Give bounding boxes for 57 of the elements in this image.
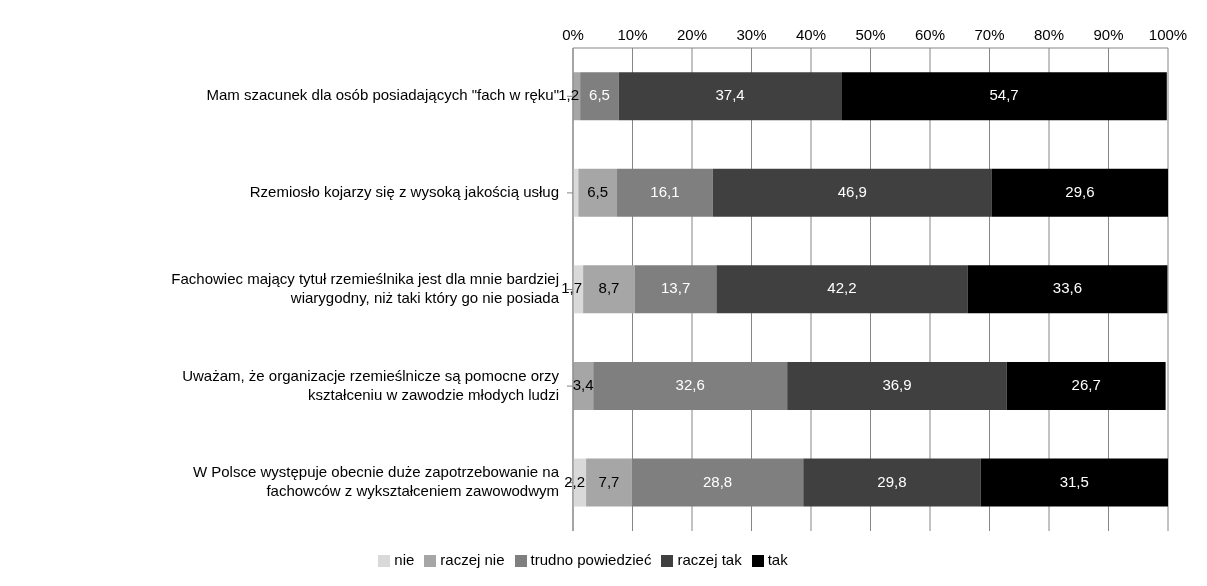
bar bbox=[991, 168, 1168, 217]
bar bbox=[712, 168, 992, 217]
bar bbox=[980, 458, 1168, 507]
data-label: 37,4 bbox=[715, 86, 745, 104]
data-label: 29,8 bbox=[877, 472, 907, 490]
legend-label: trudno powiedzieć bbox=[530, 551, 652, 568]
bar bbox=[578, 168, 618, 217]
legend-label: raczej nie bbox=[440, 551, 505, 568]
data-label: 8,7 bbox=[598, 279, 620, 297]
data-label: 26,7 bbox=[1071, 375, 1101, 393]
y-tick-label: W Polsce występuje obecnie duże zapotrzebowanie na fachowców z wykształceniem zawowodwym bbox=[192, 463, 560, 500]
bar bbox=[618, 72, 842, 121]
x-tick-label: 0% bbox=[562, 26, 584, 43]
data-label: 54,7 bbox=[989, 86, 1019, 104]
bar bbox=[586, 458, 632, 507]
data-label: 28,8 bbox=[702, 472, 733, 490]
data-label: 3,4 bbox=[572, 375, 594, 393]
legend-label: tak bbox=[767, 551, 788, 568]
y-tick-label: Fachowiec mający tytuł rzemieślnika jest dla mnie bardziej wiarygodny, niż taki który go nie posiada bbox=[171, 269, 560, 306]
data-label: 33,6 bbox=[1052, 279, 1083, 297]
x-tick-label: 90% bbox=[1093, 26, 1124, 43]
x-tick-label: 80% bbox=[1033, 26, 1065, 43]
data-label: 1,7 bbox=[561, 279, 583, 297]
bar bbox=[841, 72, 1167, 121]
y-tick-label: Uważam, że organizacje rzemieślnicze są pomocne orzy kształceniu w zawodzie młodych ludzi bbox=[182, 366, 560, 403]
bar bbox=[1006, 361, 1166, 410]
bar bbox=[787, 361, 1007, 410]
data-label: 6,5 bbox=[587, 182, 609, 200]
x-tick-label: 30% bbox=[736, 26, 767, 43]
y-tick-label: Mam szacunek dla osób posiadających "fach w ręku" bbox=[206, 86, 559, 104]
x-tick-label: 60% bbox=[914, 26, 946, 43]
bar bbox=[580, 72, 619, 121]
x-tick-label: 20% bbox=[676, 26, 708, 43]
x-tick-label: 50% bbox=[855, 26, 886, 43]
data-label: 36,9 bbox=[882, 375, 912, 393]
data-label: 2,2 bbox=[564, 472, 586, 490]
x-tick-label: 100% bbox=[1148, 26, 1188, 43]
x-tick-label: 10% bbox=[617, 26, 648, 43]
bar bbox=[583, 265, 635, 314]
bar bbox=[803, 458, 981, 507]
y-tick-label: Rzemiosło kojarzy się z wysoką jakością usług bbox=[249, 182, 559, 200]
bar bbox=[716, 265, 968, 314]
x-tick-label: 70% bbox=[974, 26, 1005, 43]
data-label: 7,7 bbox=[598, 472, 620, 490]
data-label: 31,5 bbox=[1059, 472, 1089, 490]
x-tick-label: 40% bbox=[795, 26, 827, 43]
data-label: 13,7 bbox=[661, 279, 691, 297]
data-label: 42,2 bbox=[827, 279, 857, 297]
data-label: 1,2 bbox=[558, 86, 580, 104]
data-label: 16,1 bbox=[650, 182, 680, 200]
legend-label: raczej tak bbox=[677, 551, 742, 568]
data-label: 6,5 bbox=[589, 86, 610, 104]
data-label: 29,6 bbox=[1065, 182, 1095, 200]
bar bbox=[967, 265, 1168, 314]
legend-label: nie bbox=[394, 551, 415, 568]
data-label: 46,9 bbox=[837, 182, 867, 200]
data-label: 32,6 bbox=[675, 375, 705, 393]
